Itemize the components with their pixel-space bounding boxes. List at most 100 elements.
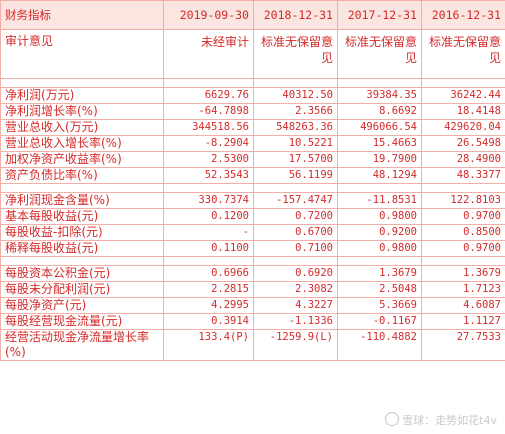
audit-opinion-value: 未经审计 [163,29,254,79]
table-row: 每股净资产(元) 4.2995 4.3227 5.3669 4.6087 [0,297,505,314]
metric-value: -11.8531 [337,192,422,209]
spacer-cell [337,256,422,266]
audit-opinion-label: 审计意见 [0,29,164,79]
spacer-cell [253,78,338,88]
metric-value: 48.3377 [421,167,505,184]
metric-value: 0.7100 [253,240,338,257]
metric-value: 0.6920 [253,265,338,282]
metric-value: 1.1127 [421,313,505,330]
metric-value: 0.1100 [163,240,254,257]
metric-value: 2.5048 [337,281,422,298]
metric-value: 52.3543 [163,167,254,184]
metric-value: 429620.04 [421,119,505,136]
metric-label: 稀释每股收益(元) [0,240,164,257]
table-row: 每股资本公积金(元) 0.6966 0.6920 1.3679 1.3679 [0,265,505,282]
table-row: 净利润现金含量(%) 330.7374 -157.4747 -11.8531 122.8… [0,192,505,209]
metric-value: -1.1336 [253,313,338,330]
metric-value: 344518.56 [163,119,254,136]
metric-label: 资产负债比率(%) [0,167,164,184]
period-header: 2016-12-31 [421,0,505,30]
spacer-cell [253,183,338,193]
audit-opinion-value: 标准无保留意见 [253,29,338,79]
metric-value: 19.7900 [337,151,422,168]
spacer-cell [421,183,505,193]
metric-value: 0.6700 [253,224,338,241]
table-row: 基本每股收益(元) 0.1200 0.7200 0.9800 0.9700 [0,208,505,225]
metric-value: 1.3679 [421,265,505,282]
table-row: 稀释每股收益(元) 0.1100 0.7100 0.9800 0.9700 [0,240,505,257]
metric-label: 每股净资产(元) [0,297,164,314]
table-row: 净利润(万元) 6629.76 40312.50 39384.35 36242.44 [0,87,505,104]
table-row: 每股经营现金流量(元) 0.3914 -1.1336 -0.1167 1.1127 [0,313,505,330]
spacer-cell [163,78,254,88]
metric-label: 每股未分配利润(元) [0,281,164,298]
metric-value: 2.5300 [163,151,254,168]
metric-value: -8.2904 [163,135,254,152]
metric-value: 27.7533 [421,329,505,361]
metric-value: 2.3082 [253,281,338,298]
metric-value: 548263.36 [253,119,338,136]
metric-value: 4.2995 [163,297,254,314]
metric-label: 基本每股收益(元) [0,208,164,225]
metric-value: 496066.54 [337,119,422,136]
metric-value: 4.6087 [421,297,505,314]
metric-value: 36242.44 [421,87,505,104]
period-header: 2019-09-30 [163,0,254,30]
metric-value: -0.1167 [337,313,422,330]
spacer-cell [0,256,164,266]
metric-value: 0.9200 [337,224,422,241]
metric-label: 净利润增长率(%) [0,103,164,120]
metric-value: 4.3227 [253,297,338,314]
metric-label: 加权净资产收益率(%) [0,151,164,168]
spacer-cell [337,78,422,88]
metric-value: 39384.35 [337,87,422,104]
metric-value: 122.8103 [421,192,505,209]
spacer-cell [253,256,338,266]
metric-value: -157.4747 [253,192,338,209]
metric-value: 10.5221 [253,135,338,152]
metric-value: 48.1294 [337,167,422,184]
metric-label: 经营活动现金净流量增长率(%) [0,329,164,361]
metric-value: -110.4882 [337,329,422,361]
metric-value: -1259.9(L) [253,329,338,361]
table-row: 资产负债比率(%) 52.3543 56.1199 48.1294 48.3377 [0,167,505,184]
metric-label: 营业总收入增长率(%) [0,135,164,152]
metric-label: 每股收益-扣除(元) [0,224,164,241]
spacer-cell [0,78,164,88]
metric-value: - [163,224,254,241]
table-row: 每股未分配利润(元) 2.2815 2.3082 2.5048 1.7123 [0,281,505,298]
metric-value: 0.9800 [337,240,422,257]
table-row: 每股收益-扣除(元) -0.6700 0.9200 0.8500 [0,224,505,241]
spacer-cell [421,256,505,266]
metric-label: 净利润现金含量(%) [0,192,164,209]
financial-indicators-table: 财务指标 2019-09-30 2018-12-31 2017-12-31 20… [0,0,505,361]
metric-label: 每股资本公积金(元) [0,265,164,282]
metric-value: 17.5700 [253,151,338,168]
metric-value: 6629.76 [163,87,254,104]
group-spacer [0,256,505,266]
xueqiu-logo-icon [385,412,400,426]
metric-value: 0.8500 [421,224,505,241]
spacer-cell [337,183,422,193]
metric-value: 28.4900 [421,151,505,168]
metric-value: 8.6692 [337,103,422,120]
metric-value: 1.3679 [337,265,422,282]
audit-opinion-value: 标准无保留意见 [421,29,505,79]
metric-value: 0.9700 [421,208,505,225]
metric-value: 40312.50 [253,87,338,104]
metric-value: 133.4(P) [163,329,254,361]
table-row: 经营活动现金净流量增长率(%) 133.4(P) -1259.9(L) -110.48… [0,329,505,361]
metric-value: 330.7374 [163,192,254,209]
period-header: 2018-12-31 [253,0,338,30]
spacer-cell [163,256,254,266]
metric-value: 15.4663 [337,135,422,152]
metric-value: 2.3566 [253,103,338,120]
metric-value: 26.5498 [421,135,505,152]
table-row: 净利润增长率(%) -64.7898 2.3566 8.6692 18.4148 [0,103,505,120]
metric-value: 0.9800 [337,208,422,225]
period-header: 2017-12-31 [337,0,422,30]
watermark-text: 雪球：走势如花t4v [402,414,497,427]
metric-value: 0.1200 [163,208,254,225]
metric-value: -64.7898 [163,103,254,120]
metric-label: 每股经营现金流量(元) [0,313,164,330]
